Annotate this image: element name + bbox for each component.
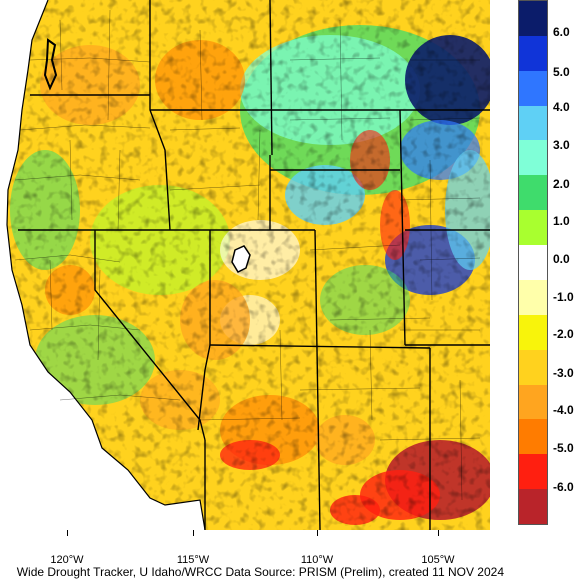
- lon-label-110w: 110°W: [300, 554, 334, 566]
- map-canvas: [6, 0, 490, 530]
- longitude-axis: 120°W 115°W 110°W 105°W: [0, 530, 490, 566]
- land-fill: [7, 0, 490, 530]
- legend-label: 3.0: [553, 138, 570, 152]
- legend-swatch: [519, 140, 547, 176]
- legend-label: -5.0: [553, 441, 574, 455]
- lon-tick: [67, 530, 68, 536]
- state-borders: [18, 0, 490, 530]
- legend-swatch: [519, 70, 547, 107]
- county-borders: [14, 9, 481, 501]
- lon-tick: [317, 530, 318, 536]
- legend-swatch: [519, 245, 547, 281]
- legend-label: -1.0: [553, 290, 574, 304]
- legend-swatch: [519, 1, 547, 37]
- legend-swatch: [519, 314, 547, 351]
- great-salt-lake: [231, 245, 251, 273]
- legend-label: 0.0: [553, 252, 570, 266]
- legend-colorbar: [518, 0, 548, 525]
- legend-swatch: [519, 210, 547, 246]
- legend-label: 2.0: [553, 177, 570, 191]
- legend-swatch: [519, 105, 547, 141]
- lon-tick: [438, 530, 439, 536]
- coastline: [6, 0, 206, 530]
- legend-label: -3.0: [553, 366, 574, 380]
- legend-label: 5.0: [553, 65, 570, 79]
- lon-label-115w: 115°W: [176, 554, 210, 566]
- legend-label: -2.0: [553, 327, 574, 341]
- legend-label: -4.0: [553, 403, 574, 417]
- legend-swatch: [519, 489, 547, 525]
- legend-swatch: [519, 175, 547, 211]
- legend-swatch: [519, 454, 547, 490]
- legend-swatch: [519, 279, 547, 316]
- puget-sound: [43, 38, 58, 91]
- legend-swatch: [519, 419, 547, 455]
- lon-label-105w: 105°W: [421, 554, 455, 566]
- legend-swatch: [519, 35, 547, 72]
- legend-label: 6.0: [553, 25, 570, 39]
- drought-map: [6, 0, 490, 530]
- legend-label: -6.0: [553, 480, 574, 494]
- credit-text: Wide Drought Tracker, U Idaho/WRCC Data …: [16, 565, 504, 579]
- lon-tick: [193, 530, 194, 536]
- legend-label: 1.0: [553, 214, 570, 228]
- legend-swatch: [519, 349, 547, 386]
- lon-label-120w: 120°W: [50, 554, 84, 566]
- credit-line: Wide Drought Tracker, U Idaho/WRCC Data …: [0, 565, 520, 580]
- legend-swatch: [519, 384, 547, 420]
- legend-label: 4.0: [553, 100, 570, 114]
